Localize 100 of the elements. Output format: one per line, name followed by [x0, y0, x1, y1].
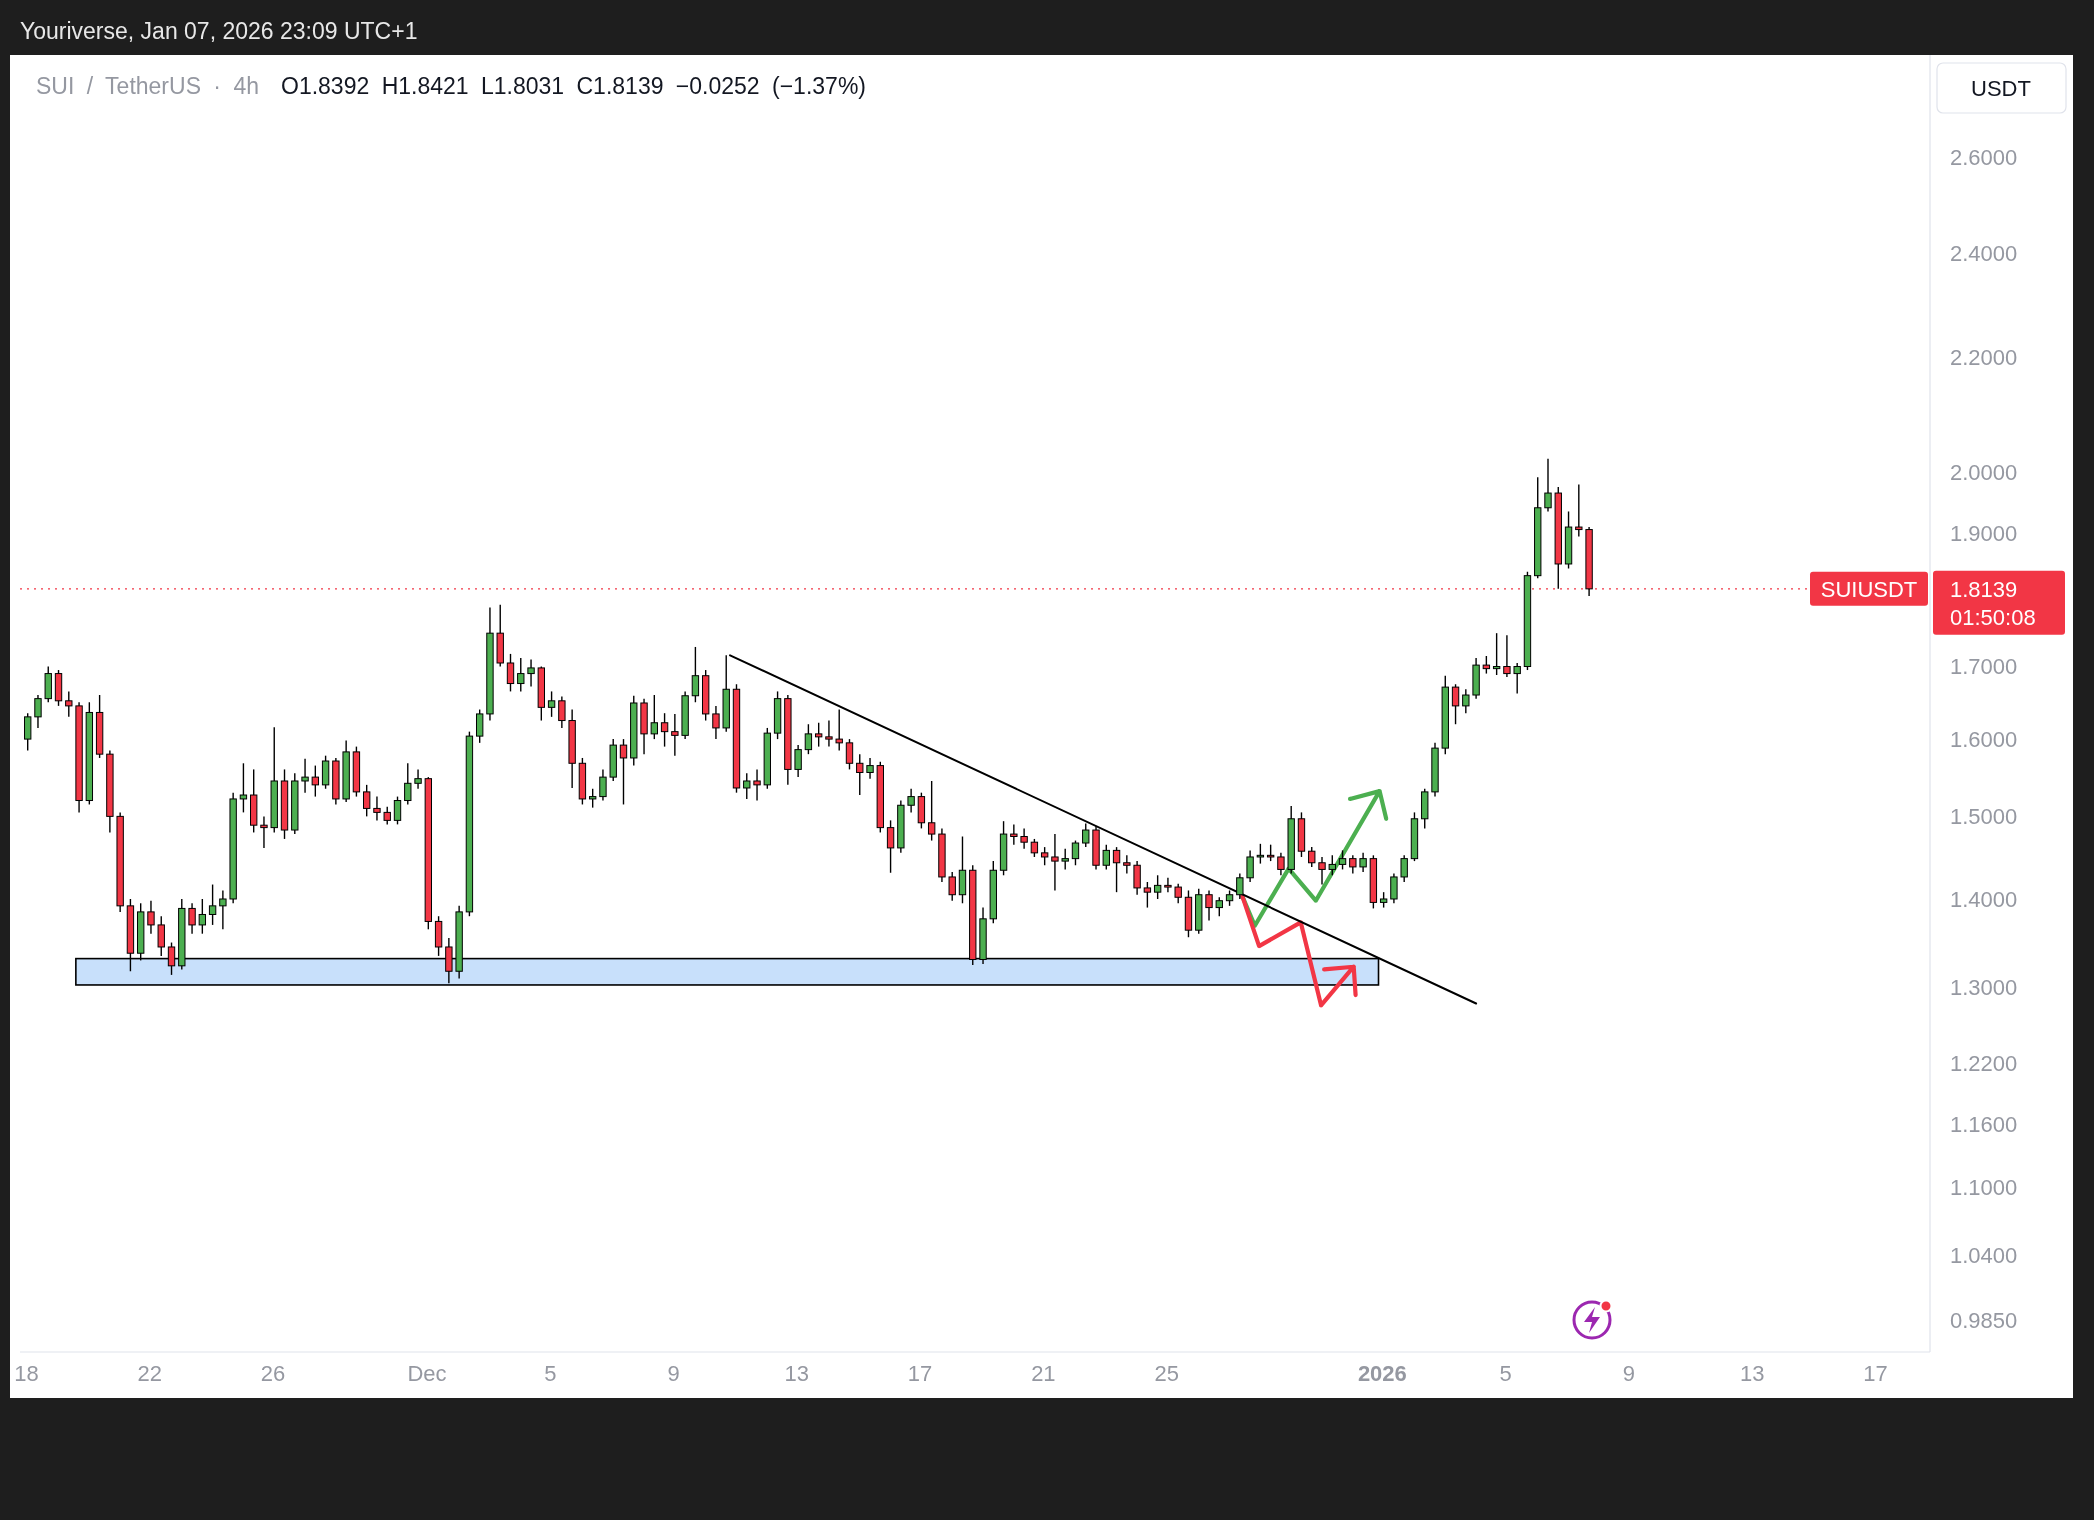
- candlestick: [301, 758, 309, 794]
- x-tick-label: 22: [137, 1361, 162, 1386]
- candlestick: [1256, 843, 1265, 865]
- candlestick: [1349, 854, 1357, 875]
- candlestick: [712, 705, 720, 740]
- candlestick: [1544, 458, 1552, 513]
- candlestick: [1040, 846, 1049, 866]
- candlestick: [660, 712, 669, 748]
- candlestick: [804, 723, 813, 755]
- candlestick: [619, 738, 628, 806]
- candlestick: [1205, 889, 1213, 922]
- candlestick: [393, 795, 402, 826]
- x-tick-label: 18: [14, 1361, 39, 1386]
- candlestick: [907, 788, 915, 814]
- x-tick-label: 13: [1739, 1361, 1765, 1386]
- candlestick: [599, 768, 607, 802]
- candlestick: [650, 694, 658, 740]
- text: 01:50:08: [1950, 604, 2036, 630]
- candlestick: [1400, 854, 1408, 883]
- candlestick: [794, 744, 802, 778]
- y-tick-label: 1.1600: [1950, 1111, 2018, 1137]
- candlestick: [506, 653, 515, 693]
- candlestick: [886, 819, 895, 874]
- candlestick: [1359, 852, 1367, 873]
- x-tick-label: 25: [1154, 1361, 1179, 1386]
- text: O1.8392 H1.8421 L1.8031 C1.8139 −0.0252 (−1.37%): [281, 73, 866, 99]
- candlestick: [825, 719, 833, 748]
- candlestick: [558, 695, 566, 729]
- candlestick: [753, 768, 761, 802]
- x-tick-label: 5: [1499, 1361, 1512, 1386]
- candlestick: [1328, 854, 1336, 876]
- x-tick-label: 13: [784, 1361, 810, 1386]
- candlestick: [1143, 881, 1152, 909]
- candlestick: [1174, 882, 1182, 904]
- candlestick: [1133, 860, 1141, 896]
- candlestick: [65, 690, 73, 718]
- candlestick: [188, 902, 196, 935]
- candlestick: [1492, 632, 1501, 676]
- candlestick: [1030, 838, 1039, 858]
- y-tick-label: 1.6000: [1950, 726, 2018, 752]
- candlestick: [157, 915, 165, 957]
- candlestick: [589, 788, 597, 809]
- x-tick-label: 21: [1031, 1361, 1056, 1386]
- candlestick: [404, 762, 412, 806]
- candlestick: [856, 753, 864, 796]
- y-tick-label: 1.2200: [1950, 1051, 2018, 1077]
- candlestick: [814, 722, 823, 748]
- candlestick: [1051, 833, 1059, 892]
- x-tick-label: 9: [667, 1361, 680, 1386]
- candlestick: [260, 815, 268, 849]
- y-tick-label: 1.1000: [1950, 1175, 2018, 1201]
- candlestick: [743, 772, 751, 800]
- candlestick: [1513, 662, 1521, 695]
- candlestick: [1462, 688, 1470, 714]
- candlestick: [1102, 843, 1110, 871]
- candlestick: [1010, 823, 1018, 846]
- candlestick: [219, 889, 227, 930]
- candlestick: [147, 900, 155, 935]
- candlestick: [1215, 896, 1223, 917]
- candlestick: [1575, 483, 1583, 538]
- x-tick-label: 17: [1863, 1361, 1888, 1386]
- candlestick: [527, 658, 535, 688]
- candlestick: [1123, 854, 1131, 875]
- candlestick: [866, 757, 874, 780]
- candlestick: [927, 780, 936, 842]
- text: SUI / TetherUS · 4h: [36, 73, 259, 99]
- candlestick: [691, 646, 700, 703]
- candlestick: [1061, 848, 1069, 871]
- text: Youriverse, Jan 07, 2026 23:09 UTC+1: [20, 18, 418, 44]
- y-tick-label: 2.2000: [1950, 345, 2018, 371]
- candlestick: [363, 784, 371, 818]
- candlestick: [1318, 856, 1326, 886]
- x-tick-label: 17: [907, 1361, 933, 1386]
- candlestick: [1390, 872, 1398, 904]
- candlestick: [1236, 872, 1244, 900]
- candlestick: [24, 712, 32, 752]
- candlestick: [1020, 827, 1028, 850]
- x-tick-label: Dec: [407, 1361, 447, 1386]
- candlestick: [321, 754, 330, 790]
- candlestick: [373, 795, 381, 822]
- candlestick: [1338, 849, 1347, 871]
- candlestick: [835, 708, 843, 752]
- y-tick-label: 1.3000: [1950, 975, 2018, 1001]
- y-tick-label: 1.9000: [1950, 521, 2018, 547]
- candlestick: [1153, 874, 1162, 900]
- candlestick: [547, 690, 556, 718]
- y-tick-label: 2.4000: [1950, 241, 2018, 267]
- x-tick-label: 26: [260, 1361, 286, 1386]
- x-tick-label: 9: [1622, 1361, 1636, 1386]
- candlestick: [1082, 822, 1090, 848]
- candlestick: [198, 898, 207, 935]
- candlestick: [671, 713, 679, 757]
- x-tick-label: 5: [544, 1361, 557, 1386]
- y-tick-label: 2.0000: [1950, 459, 2018, 485]
- candlestick: [414, 768, 422, 790]
- candlestick: [948, 871, 956, 902]
- y-tick-label: 1.7000: [1950, 654, 2018, 680]
- y-tick-label: 0.9850: [1950, 1307, 2018, 1333]
- candlestick: [1246, 849, 1254, 883]
- candlestick: [1277, 852, 1285, 876]
